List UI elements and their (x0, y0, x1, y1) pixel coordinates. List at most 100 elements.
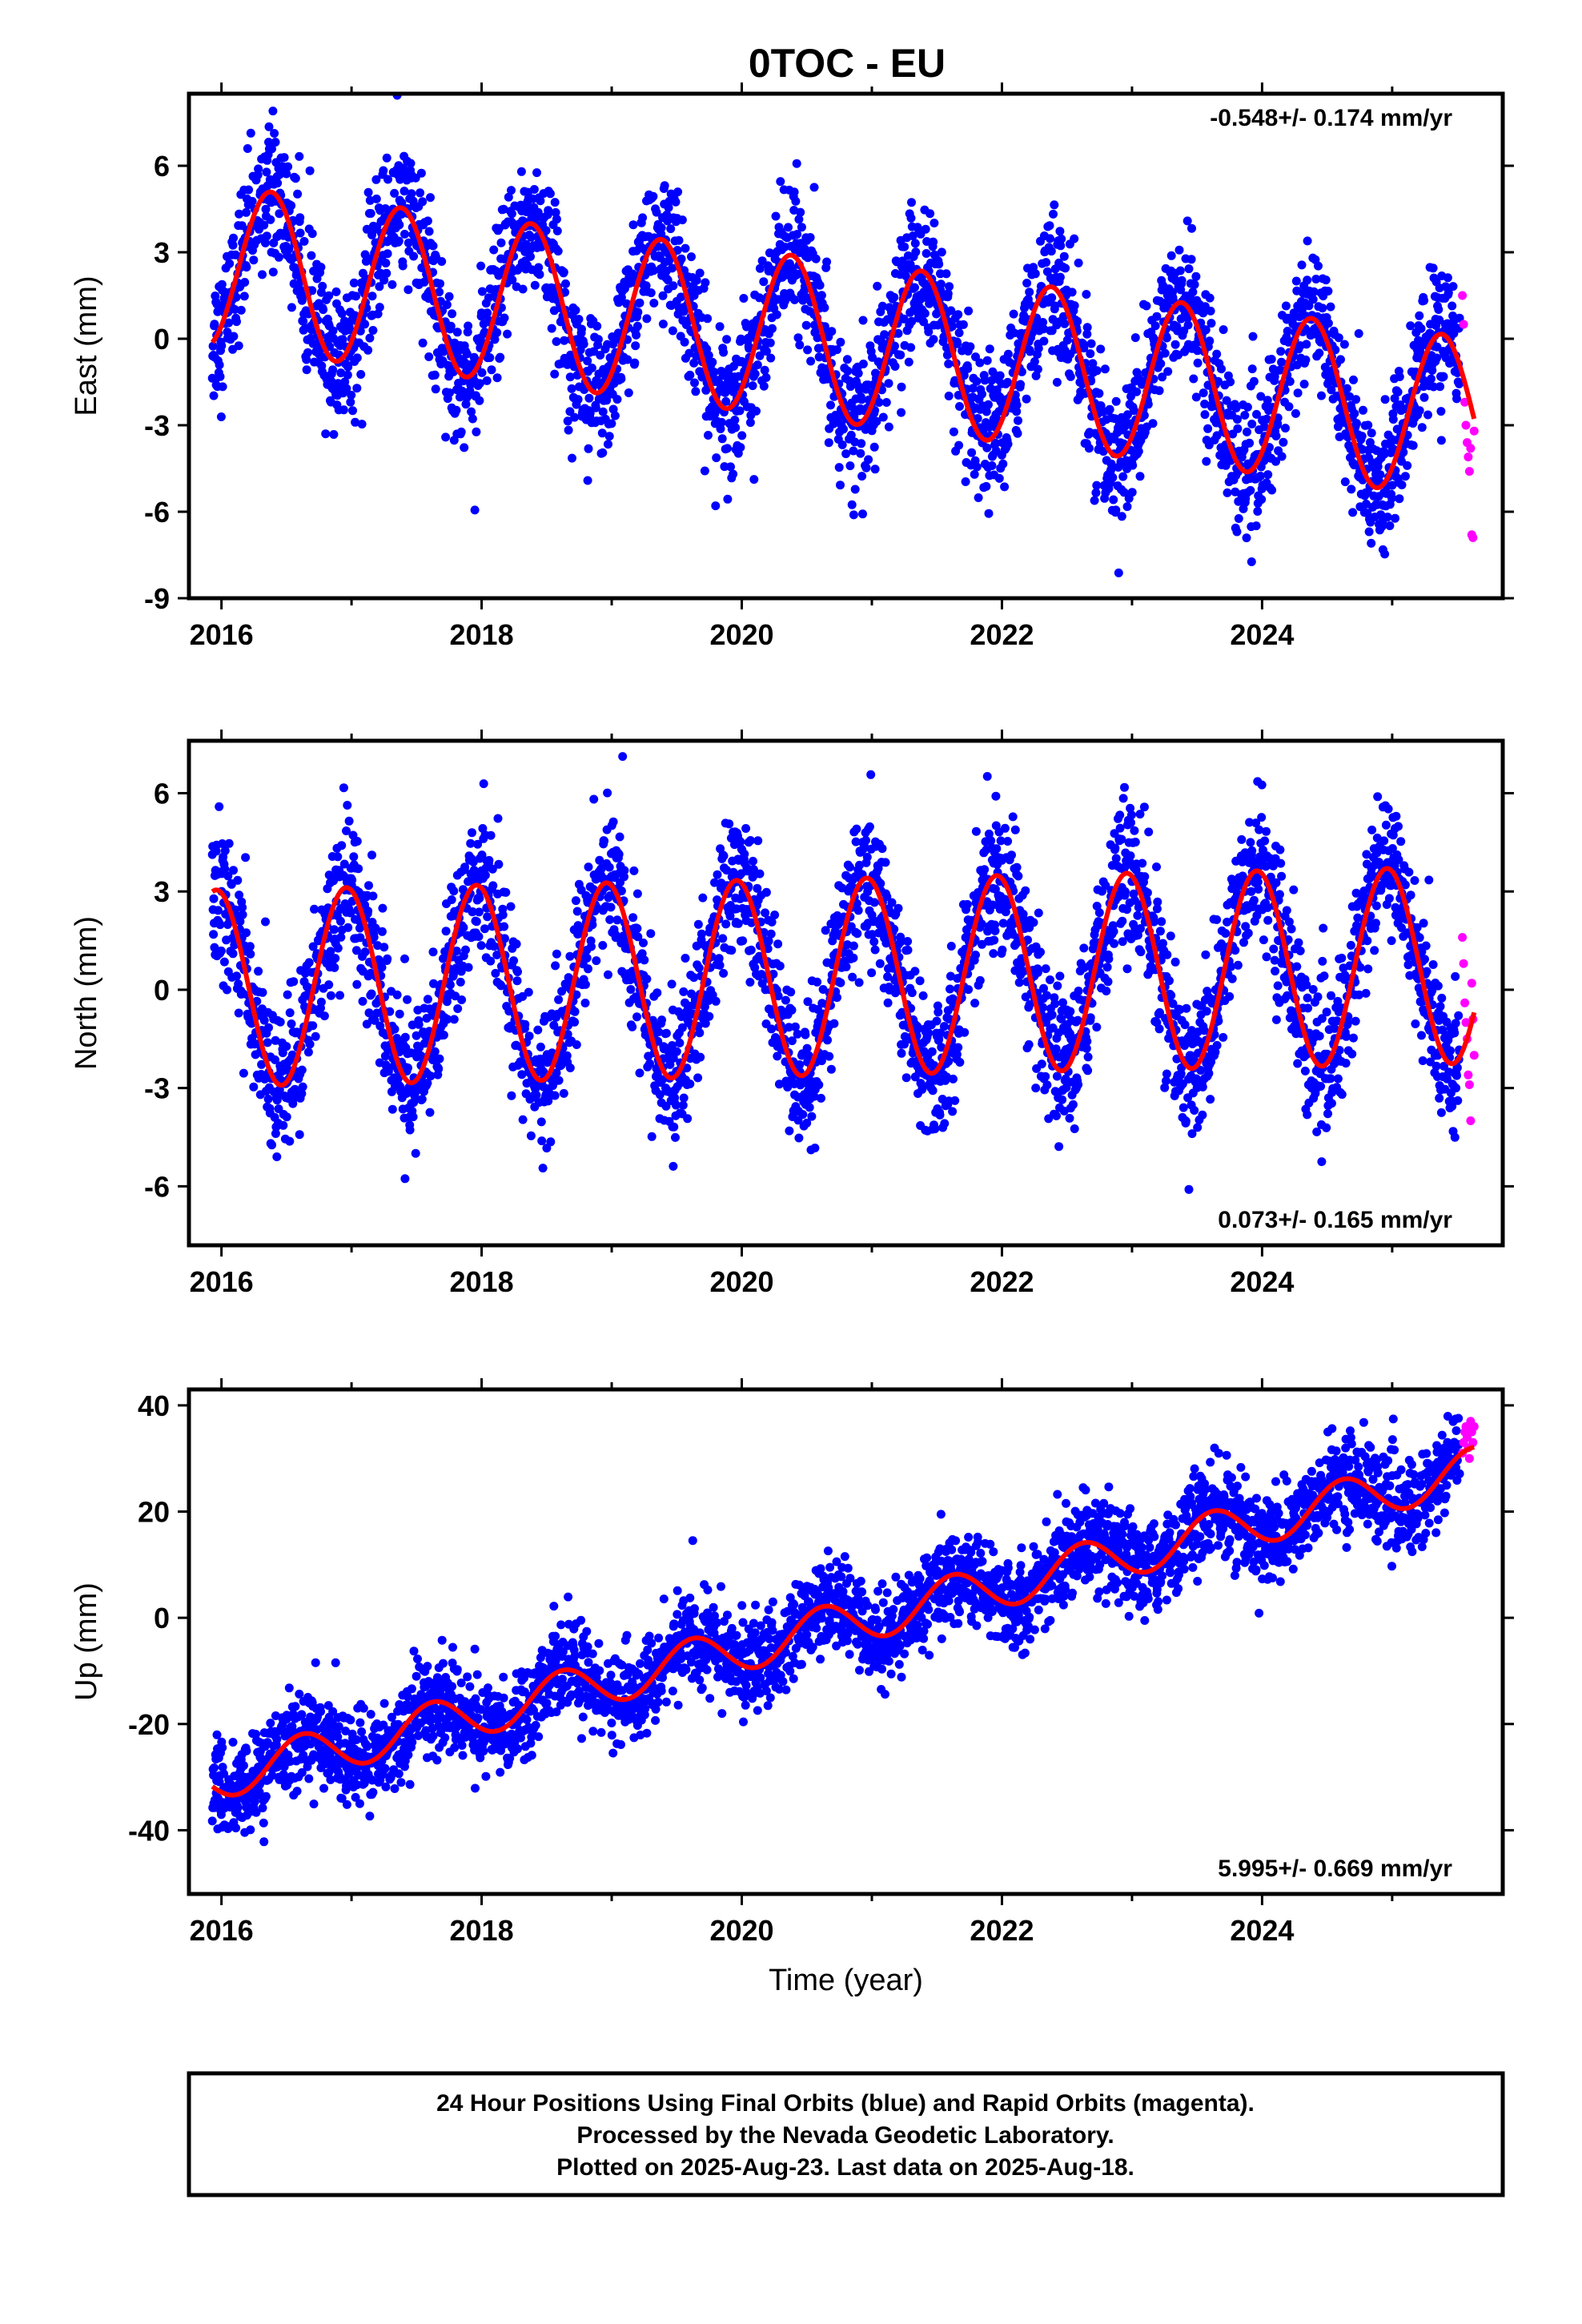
final-orbit-point (371, 194, 381, 203)
final-orbit-point (449, 887, 459, 896)
final-orbit-point (817, 1093, 825, 1103)
final-orbit-point (1191, 271, 1201, 281)
final-orbit-point (873, 281, 882, 291)
final-orbit-point (1042, 258, 1051, 267)
final-orbit-point (477, 287, 487, 296)
final-orbit-point (1333, 422, 1343, 432)
final-orbit-point (436, 279, 444, 288)
final-orbit-point (618, 752, 628, 762)
final-orbit-point (496, 352, 505, 362)
final-orbit-point (536, 1042, 545, 1051)
final-orbit-point (858, 360, 868, 368)
final-orbit-point (229, 332, 239, 341)
final-orbit-point (1387, 493, 1396, 503)
final-orbit-point (234, 1008, 243, 1018)
final-orbit-point (507, 1091, 516, 1100)
final-orbit-point (242, 207, 251, 217)
final-orbit-point (1247, 420, 1257, 428)
final-orbit-point (303, 1047, 313, 1057)
final-orbit-point (635, 298, 644, 308)
final-orbit-point (1014, 416, 1022, 425)
final-orbit-point (1311, 275, 1321, 283)
y-tick-label: 0 (154, 323, 170, 356)
final-orbit-point (791, 196, 801, 206)
final-orbit-point (701, 385, 711, 395)
final-orbit-point (1030, 269, 1040, 279)
final-orbit-point (1202, 456, 1211, 466)
final-orbit-point (858, 509, 867, 519)
final-orbit-point (304, 958, 314, 967)
final-orbit-point (565, 372, 575, 382)
final-orbit-point (1127, 488, 1137, 497)
y-tick-label: -9 (144, 582, 170, 615)
final-orbit-point (884, 379, 893, 388)
final-orbit-point (1187, 223, 1196, 233)
final-orbit-point (807, 1112, 817, 1121)
final-orbit-point (1284, 402, 1294, 412)
final-orbit-point (1256, 392, 1266, 401)
final-orbit-point (755, 351, 765, 360)
final-orbit-point (849, 953, 858, 963)
final-orbit-point (1334, 333, 1343, 343)
final-orbit-point (685, 370, 695, 380)
final-orbit-point (337, 309, 347, 319)
final-orbit-point (1331, 345, 1340, 355)
final-orbit-point (631, 341, 640, 351)
final-orbit-point (1070, 234, 1079, 243)
final-orbit-point (441, 927, 451, 936)
final-orbit-point (387, 279, 397, 289)
final-orbit-point (869, 442, 879, 452)
final-orbit-point (900, 242, 909, 251)
final-orbit-point (216, 946, 226, 955)
final-orbit-point (437, 257, 447, 266)
final-orbit-point (985, 344, 994, 354)
final-orbit-point (339, 405, 348, 415)
final-orbit-point (1117, 512, 1126, 521)
final-orbit-point (316, 263, 326, 272)
final-orbit-point (755, 263, 765, 273)
final-orbit-point (1050, 301, 1060, 311)
final-orbit-point (964, 306, 974, 316)
final-orbit-point (1336, 355, 1345, 364)
final-orbit-point (1367, 538, 1376, 548)
final-orbit-point (343, 362, 353, 372)
final-orbit-point (959, 371, 969, 380)
final-orbit-point (1193, 358, 1203, 368)
final-orbit-point (1000, 482, 1010, 492)
final-orbit-point (1012, 400, 1022, 410)
final-orbit-point (461, 945, 470, 955)
final-orbit-point (1039, 324, 1048, 334)
final-orbit-point (721, 919, 731, 929)
final-orbit-point (500, 313, 509, 323)
final-orbit-point (1427, 374, 1435, 384)
final-orbit-point (640, 955, 649, 965)
final-orbit-point (1299, 380, 1309, 389)
final-orbit-point (530, 280, 540, 290)
final-orbit-point (1400, 472, 1410, 481)
final-orbit-point (223, 985, 231, 995)
final-orbit-point (577, 324, 586, 334)
final-orbit-point (1429, 382, 1439, 392)
final-orbit-point (379, 275, 389, 285)
final-orbit-point (538, 1164, 548, 1173)
final-orbit-point (1276, 347, 1286, 356)
x-tick-label: 2018 (450, 618, 514, 651)
final-orbit-point (987, 461, 997, 470)
final-orbit-point (489, 245, 499, 255)
final-orbit-point (1375, 470, 1385, 480)
final-orbit-point (1033, 364, 1042, 374)
final-orbit-point (1223, 488, 1232, 497)
final-orbit-point (842, 355, 852, 364)
final-orbit-point (647, 1132, 656, 1141)
final-orbit-point (1190, 279, 1199, 289)
final-orbit-point (571, 896, 580, 906)
final-orbit-point (658, 320, 668, 329)
final-orbit-point (771, 211, 781, 221)
final-orbit-point (267, 1140, 276, 1150)
final-orbit-point (1419, 296, 1429, 305)
final-orbit-point (803, 345, 813, 355)
final-orbit-point (810, 1144, 820, 1152)
final-orbit-point (529, 185, 539, 194)
final-orbit-point (453, 1004, 463, 1013)
